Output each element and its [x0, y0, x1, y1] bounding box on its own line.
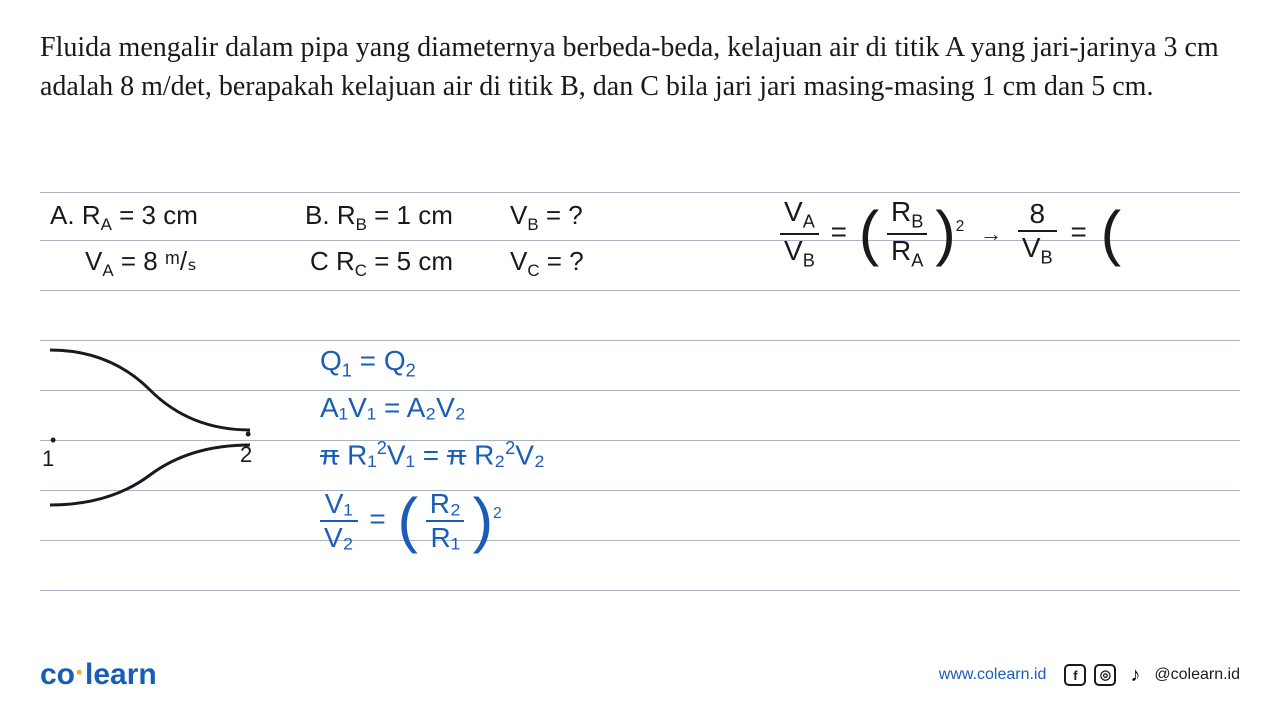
social-icons: f ◎ ♪ @colearn.id — [1064, 664, 1240, 686]
footer-right: www.colearn.id f ◎ ♪ @colearn.id — [939, 664, 1240, 686]
eq-continuity-av: A₁V₁ = A₂V₂ — [320, 392, 466, 424]
footer: co·learn www.colearn.id f ◎ ♪ @colearn.i… — [40, 658, 1240, 692]
ruled-line — [40, 290, 1240, 291]
eq-pi-r-squared: π R₁2V₁ = π R₂2V₂ — [320, 438, 545, 471]
instagram-icon: ◎ — [1094, 664, 1116, 686]
given-a-radius: A. RA = 3 cm — [50, 200, 198, 235]
given-b-radius: B. RB = 1 cm — [305, 200, 453, 235]
ruled-line — [40, 540, 1240, 541]
asked-vc: VC = ? — [510, 246, 584, 281]
eq-velocity-ratio: V₁ V₂ = ( R₂ R₁ )2 — [320, 490, 502, 552]
diagram-label-2: 2 — [240, 442, 252, 468]
facebook-icon: f — [1064, 664, 1086, 686]
ruled-line — [40, 192, 1240, 193]
given-c-radius: C RC = 5 cm — [310, 246, 453, 281]
diagram-label-1: 1 — [42, 446, 54, 472]
problem-statement: Fluida mengalir dalam pipa yang diameter… — [0, 0, 1280, 116]
asked-vb: VB = ? — [510, 200, 583, 235]
social-handle: @colearn.id — [1154, 666, 1240, 684]
worksheet-area: A. RA = 3 cm VA = 8 ᵐ/ₛ B. RB = 1 cm VB … — [0, 180, 1280, 620]
logo: co·learn — [40, 658, 157, 692]
website-url: www.colearn.id — [939, 666, 1047, 684]
given-a-velocity: VA = 8 ᵐ/ₛ — [85, 246, 197, 281]
eq-continuity-q: Q1 = Q2 — [320, 345, 416, 382]
ruled-line — [40, 590, 1240, 591]
tiktok-icon: ♪ — [1124, 664, 1146, 686]
pipe-diagram — [40, 330, 300, 510]
ratio-formula: VA VB = ( RB RA )2 → 8 VB = ( — [780, 198, 1121, 270]
